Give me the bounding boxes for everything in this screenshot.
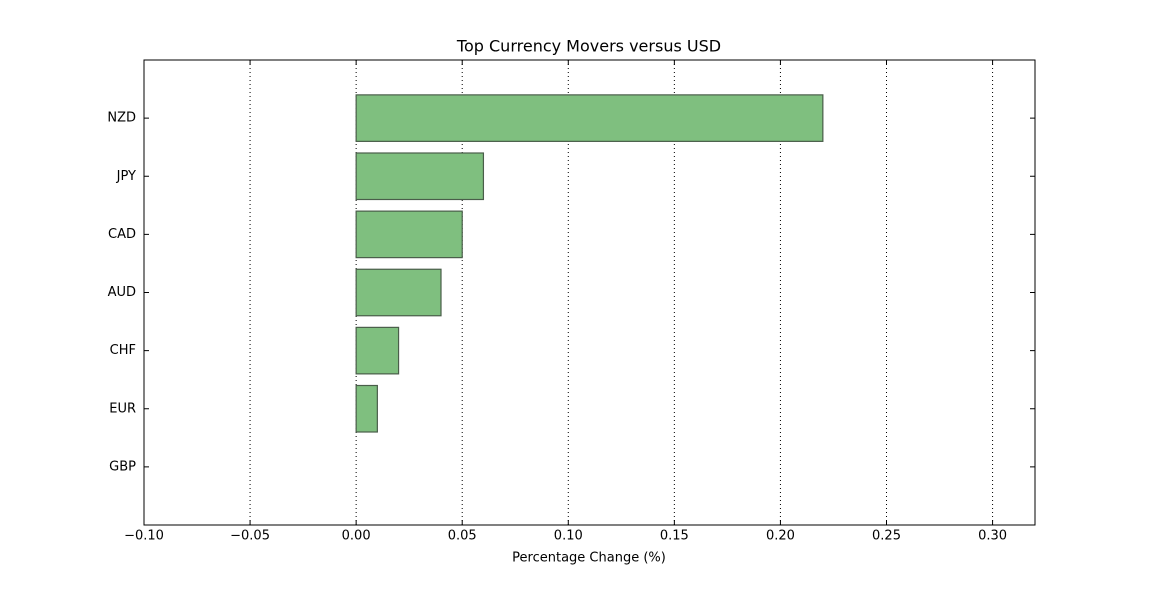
y-tick-label: EUR	[109, 401, 136, 416]
bar	[355, 384, 378, 433]
bar	[355, 326, 400, 375]
bar	[355, 210, 463, 259]
x-axis-label: Percentage Change (%)	[512, 551, 666, 566]
x-tick-label: 0.00	[342, 529, 371, 544]
y-tick-label: AUD	[108, 285, 136, 300]
x-tick-label: 0.30	[978, 529, 1007, 544]
bar	[355, 268, 442, 317]
bar	[355, 94, 824, 142]
y-tick-label: GBP	[109, 459, 136, 474]
x-tick-label: 0.15	[660, 529, 689, 544]
x-tick-label: −0.05	[230, 529, 270, 544]
bar	[355, 152, 485, 201]
x-tick-label: 0.05	[448, 529, 477, 544]
x-tick-label: 0.20	[766, 529, 795, 544]
y-tick-label: CAD	[108, 227, 136, 242]
y-tick-label: NZD	[107, 111, 136, 126]
y-tick-label: CHF	[110, 343, 136, 358]
x-tick-label: 0.10	[554, 529, 583, 544]
x-tick-label: −0.10	[124, 529, 164, 544]
chart-title: Top Currency Movers versus USD	[456, 37, 721, 56]
y-tick-label: JPY	[116, 169, 136, 184]
x-tick-label: 0.25	[872, 529, 901, 544]
plot-frame	[143, 59, 1036, 526]
